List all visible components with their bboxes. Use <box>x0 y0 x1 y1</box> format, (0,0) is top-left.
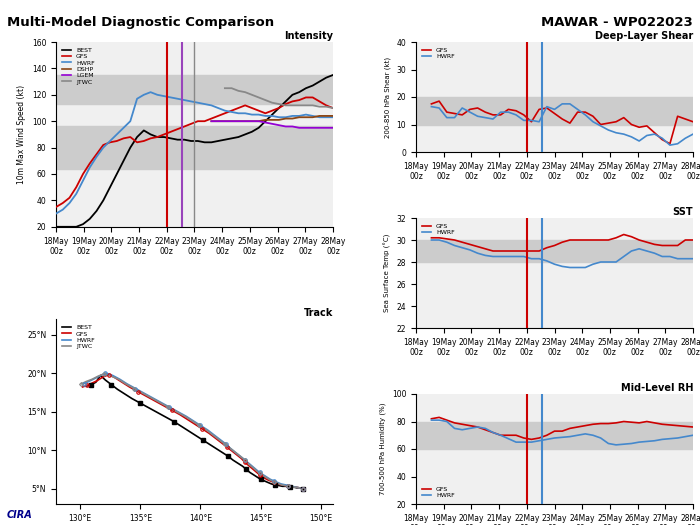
Bar <box>56 127 333 169</box>
Text: Track: Track <box>304 308 333 319</box>
Text: CIRA: CIRA <box>7 510 33 520</box>
Bar <box>56 75 333 104</box>
Legend: BEST, GFS, HWRF, DSHP, LGEM, JTWC: BEST, GFS, HWRF, DSHP, LGEM, JTWC <box>59 45 97 87</box>
Y-axis label: 700-500 hPa Humidity (%): 700-500 hPa Humidity (%) <box>380 403 386 495</box>
Legend: GFS, HWRF: GFS, HWRF <box>419 221 457 238</box>
Bar <box>416 97 693 124</box>
Text: MAWAR - WP022023: MAWAR - WP022023 <box>541 16 693 29</box>
Y-axis label: 200-850 hPa Shear (kt): 200-850 hPa Shear (kt) <box>384 57 391 138</box>
Legend: BEST, GFS, HWRF, JTWC: BEST, GFS, HWRF, JTWC <box>59 322 97 352</box>
Bar <box>416 422 693 449</box>
Y-axis label: Sea Surface Temp (°C): Sea Surface Temp (°C) <box>384 234 391 312</box>
Text: Mid-Level RH: Mid-Level RH <box>620 383 693 393</box>
Text: Multi-Model Diagnostic Comparison: Multi-Model Diagnostic Comparison <box>7 16 274 29</box>
Legend: GFS, HWRF: GFS, HWRF <box>419 45 457 62</box>
Text: Intensity: Intensity <box>284 31 333 41</box>
Legend: GFS, HWRF: GFS, HWRF <box>419 484 457 501</box>
Y-axis label: 10m Max Wind Speed (kt): 10m Max Wind Speed (kt) <box>18 85 26 184</box>
Bar <box>416 240 693 262</box>
Text: SST: SST <box>673 207 693 217</box>
Text: Deep-Layer Shear: Deep-Layer Shear <box>595 31 693 41</box>
